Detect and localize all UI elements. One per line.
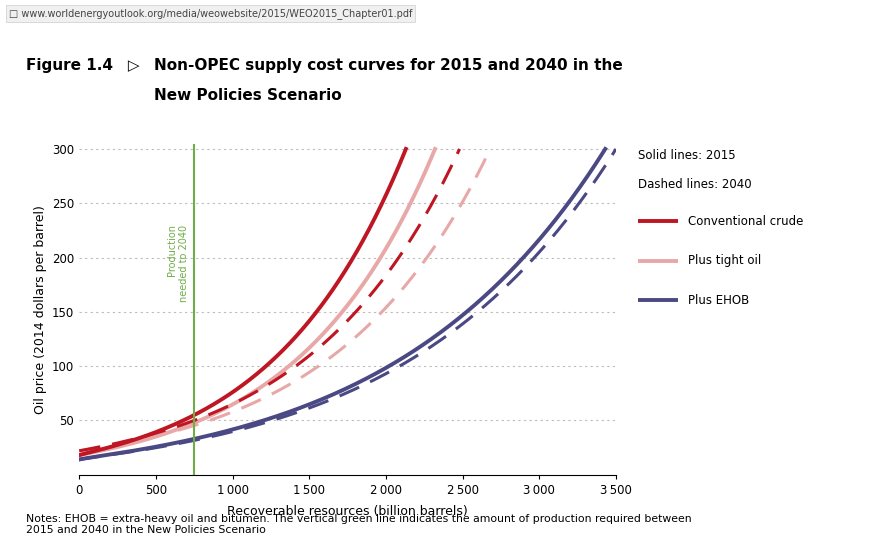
Text: New Policies Scenario: New Policies Scenario bbox=[154, 88, 341, 103]
Text: Solid lines: 2015: Solid lines: 2015 bbox=[638, 149, 736, 162]
Text: Dashed lines: 2040: Dashed lines: 2040 bbox=[638, 178, 752, 191]
Text: Figure 1.4: Figure 1.4 bbox=[26, 58, 114, 73]
Text: Notes: EHOB = extra-heavy oil and bitumen. The vertical green line indicates the: Notes: EHOB = extra-heavy oil and bitume… bbox=[26, 514, 692, 535]
Text: Non-OPEC supply cost curves for 2015 and 2040 in the: Non-OPEC supply cost curves for 2015 and… bbox=[154, 58, 623, 73]
Text: □ www.worldenergyoutlook.org/media/weowebsite/2015/WEO2015_Chapter01.pdf: □ www.worldenergyoutlook.org/media/weowe… bbox=[9, 8, 412, 19]
Text: ▷: ▷ bbox=[123, 58, 144, 73]
Text: Plus tight oil: Plus tight oil bbox=[688, 254, 761, 267]
Text: Conventional crude: Conventional crude bbox=[688, 215, 803, 228]
Text: Plus EHOB: Plus EHOB bbox=[688, 294, 750, 307]
X-axis label: Recoverable resources (billion barrels): Recoverable resources (billion barrels) bbox=[227, 505, 468, 518]
Y-axis label: Oil price (2014 dollars per barrel): Oil price (2014 dollars per barrel) bbox=[33, 205, 47, 413]
Text: Production
needed to 2040: Production needed to 2040 bbox=[167, 225, 189, 301]
